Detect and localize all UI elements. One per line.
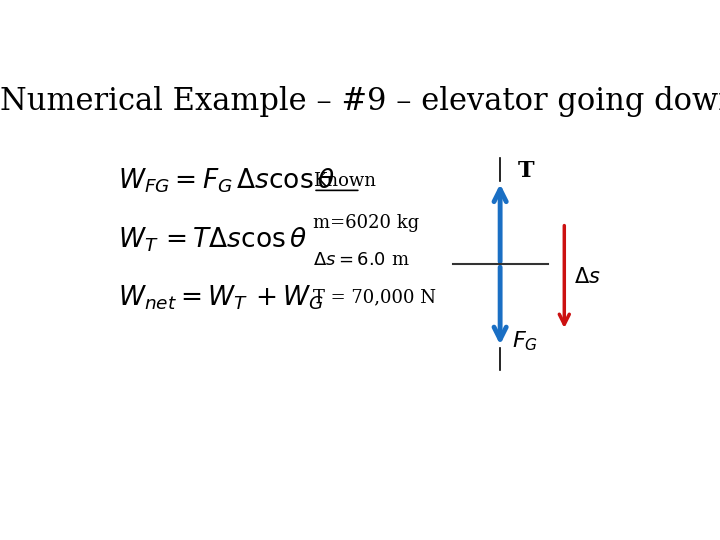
Text: Known: Known — [313, 172, 377, 190]
Text: m=6020 kg: m=6020 kg — [313, 214, 420, 232]
Text: $W_{net} = W_T \, + W_G$: $W_{net} = W_T \, + W_G$ — [118, 284, 324, 312]
Text: $F_G$: $F_G$ — [513, 329, 539, 353]
Text: $W_{FG} = F_G \, \Delta s \cos \theta$: $W_{FG} = F_G \, \Delta s \cos \theta$ — [118, 167, 335, 195]
Text: $W_T \, = T\Delta s \cos \theta$: $W_T \, = T\Delta s \cos \theta$ — [118, 225, 307, 254]
Text: T = 70,000 N: T = 70,000 N — [313, 289, 436, 307]
Text: T: T — [518, 160, 535, 182]
Text: Numerical Example – #9 – elevator going down: Numerical Example – #9 – elevator going … — [0, 85, 720, 117]
Text: $\Delta s = 6.0$ m: $\Delta s = 6.0$ m — [313, 251, 410, 269]
Text: $\Delta s$: $\Delta s$ — [575, 267, 601, 287]
